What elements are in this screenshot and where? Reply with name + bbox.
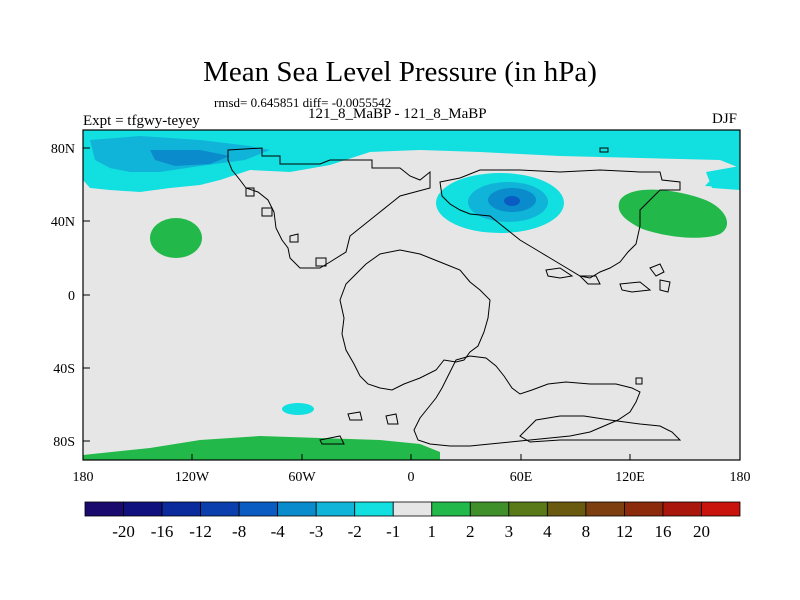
- lat-label-0: 0: [68, 289, 75, 304]
- lon-label-180e: 180: [730, 470, 751, 485]
- colorbar-swatch: [431, 501, 471, 517]
- colorbar-label: 2: [466, 522, 475, 541]
- colorbar-label: 8: [582, 522, 591, 541]
- lat-label-80n: 80N: [51, 142, 75, 157]
- coastlines: [227, 147, 682, 447]
- antarctic-high: [83, 436, 440, 460]
- lat-label-40n: 40N: [51, 215, 75, 230]
- colorbar-label: -16: [151, 522, 174, 541]
- colorbar-swatch: [546, 501, 587, 517]
- colorbar-label: -2: [348, 522, 362, 541]
- colorbar-swatch: [508, 501, 548, 517]
- colorbar-label: 4: [543, 522, 552, 541]
- colorbar-label: 3: [505, 522, 514, 541]
- plot-subtitle: 121_8_MaBP - 121_8_MaBP: [308, 106, 487, 122]
- stats-line: rmsd= 0.645851 diff= -0.0055542: [214, 95, 392, 110]
- colorbar-label: -4: [271, 522, 286, 541]
- colorbar-swatch: [701, 501, 741, 517]
- colorbar-swatch: [469, 501, 510, 517]
- map-panel: [82, 129, 741, 461]
- lat-label-80s: 80S: [53, 435, 75, 450]
- plot-title: Mean Sea Level Pressure (in hPa): [203, 56, 597, 88]
- colorbar-swatch: [277, 501, 317, 517]
- colorbar-label: -12: [189, 522, 212, 541]
- lat-ticks: [83, 147, 90, 442]
- experiment-label: Expt = tfgwy-teyey: [83, 113, 200, 129]
- colorbar-swatch: [200, 501, 240, 517]
- arctic-core-region: [150, 150, 230, 166]
- lat-label-40s: 40S: [53, 362, 75, 377]
- colorbar-label: 20: [693, 522, 710, 541]
- colorbar-swatch: [624, 501, 664, 517]
- colorbar-swatch: [585, 501, 625, 517]
- colorbar-label: -3: [309, 522, 323, 541]
- east-asia-high: [618, 189, 728, 238]
- colorbar-label: -20: [112, 522, 135, 541]
- colorbar-label: 12: [616, 522, 633, 541]
- colorbar-label: 16: [654, 522, 671, 541]
- eurasia-low-core: [504, 196, 520, 206]
- lon-label-120e: 120E: [615, 470, 645, 485]
- colorbar-swatch: [662, 501, 702, 517]
- colorbar-label: -1: [386, 522, 400, 541]
- arctic-east-patch: [706, 166, 740, 190]
- season-label: DJF: [712, 111, 738, 127]
- lon-labels: 180 120W 60W 0 60E 120E 180: [73, 470, 751, 485]
- colorbar: [84, 501, 741, 517]
- lon-label-60e: 60E: [510, 470, 533, 485]
- colorbar-swatch: [315, 501, 356, 517]
- colorbar-swatch: [392, 501, 433, 517]
- colorbar-labels: -20 -16 -12 -8 -4 -3 -2 -1 1 2 3 4 8 12 16 20: [112, 522, 710, 541]
- lon-label-60w: 60W: [288, 470, 316, 485]
- lon-label-120w: 120W: [175, 470, 210, 485]
- lon-label-0: 0: [408, 470, 415, 485]
- colorbar-swatch: [161, 501, 201, 517]
- colorbar-swatch: [84, 501, 124, 517]
- colorbar-label: 1: [428, 522, 437, 541]
- lon-ticks: [82, 454, 741, 460]
- colorbar-swatch: [354, 501, 394, 517]
- south-atlantic-low: [282, 403, 314, 415]
- colorbar-swatch: [238, 501, 279, 517]
- arctic-negative-region: [83, 130, 740, 192]
- north-pacific-high: [150, 218, 202, 258]
- colorbar-label: -8: [232, 522, 246, 541]
- colorbar-swatch: [123, 501, 163, 517]
- lon-label-180w: 180: [73, 470, 94, 485]
- lat-labels: 80N 40N 0 40S 80S: [51, 142, 75, 450]
